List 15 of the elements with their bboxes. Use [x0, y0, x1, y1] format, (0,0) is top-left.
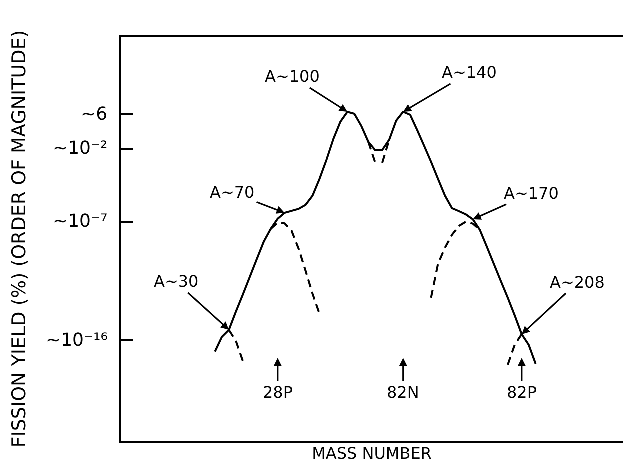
x-tick-label: 82N: [387, 383, 420, 402]
annotation: A~208: [550, 273, 605, 292]
x-tick-label: 82P: [507, 383, 538, 402]
text: ~6: [81, 104, 108, 125]
annotation: A~30: [154, 272, 199, 291]
x-axis-title: MASS NUMBER: [312, 444, 432, 464]
annotation: A~170: [504, 184, 559, 203]
text: ~10⁻²: [53, 138, 108, 159]
text: ~10⁻⁷: [53, 211, 108, 232]
x-tick-label: 28P: [263, 383, 294, 402]
y-axis-title: FISSION YIELD (%) (ORDER OF MAGNITUDE): [8, 30, 30, 448]
text: ~10⁻¹⁶: [46, 330, 108, 351]
text: A~100: [265, 67, 320, 86]
annotation: A~70: [210, 183, 255, 202]
text: A~140: [442, 63, 497, 82]
